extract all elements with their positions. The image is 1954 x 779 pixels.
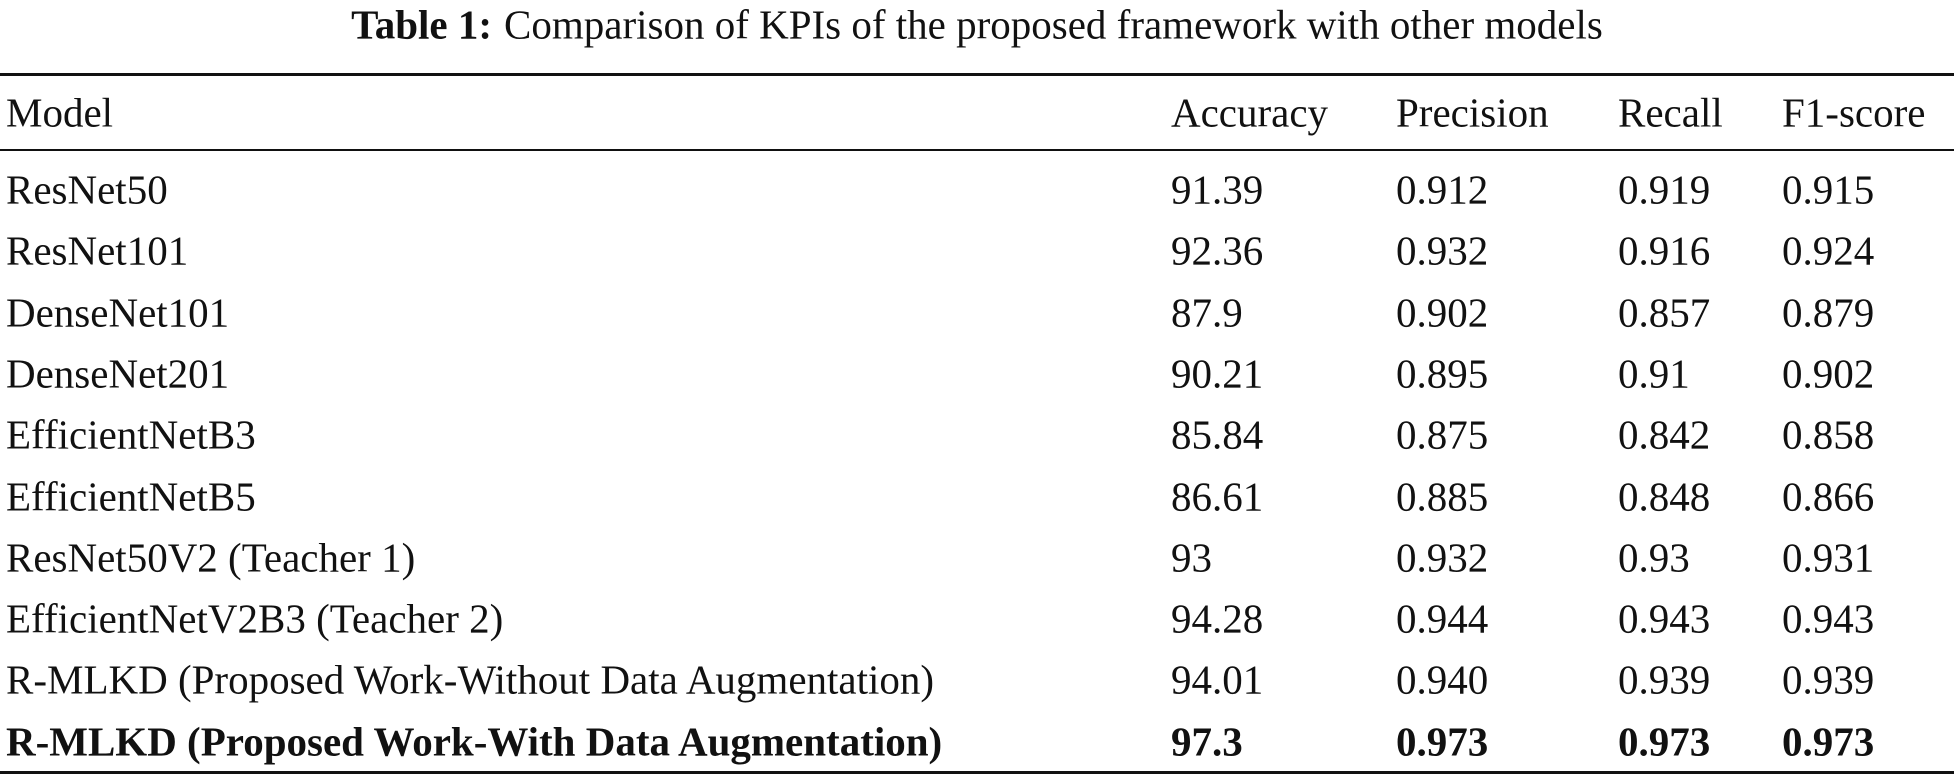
metric-cell: 92.36 <box>1171 227 1264 274</box>
model-name: ResNet50V2 (Teacher 1) <box>6 534 416 581</box>
model-name: R-MLKD (Proposed Work-With Data Augmenta… <box>6 718 943 765</box>
metric-cell: 0.857 <box>1618 289 1711 336</box>
header-cell: Precision <box>1396 89 1549 136</box>
metric-cell: 0.932 <box>1396 534 1489 581</box>
model-name: R-MLKD (Proposed Work-Without Data Augme… <box>6 656 935 703</box>
metric-cell: 0.93 <box>1618 534 1690 581</box>
metric-cell: 0.895 <box>1396 350 1489 397</box>
model-name: DenseNet201 <box>6 350 230 397</box>
metric-cell: 0.924 <box>1782 227 1875 274</box>
metric-cell: 93 <box>1171 534 1212 581</box>
metric-cell: 0.943 <box>1618 595 1711 642</box>
metric-cell: 0.885 <box>1396 473 1489 519</box>
metric-cell: 97.3 <box>1171 718 1243 765</box>
metric-cell: 0.919 <box>1618 166 1711 213</box>
model-name: ResNet50 <box>6 166 168 213</box>
metric-cell: 0.866 <box>1782 473 1875 519</box>
model-name: EfficientNetV2B3 (Teacher 2) <box>6 595 504 642</box>
top-rule <box>0 73 1954 76</box>
metric-cell: 0.939 <box>1782 656 1875 703</box>
caption-text: Comparison of KPIs of the proposed frame… <box>504 1 1603 48</box>
caption-label: Table 1: <box>351 1 493 48</box>
metric-cell: 0.940 <box>1396 656 1489 703</box>
metric-cell: 0.973 <box>1782 718 1875 765</box>
metric-cell: 90.21 <box>1171 350 1264 397</box>
header-rule <box>0 149 1954 151</box>
metric-cell: 0.944 <box>1396 595 1489 642</box>
model-name: DenseNet101 <box>6 289 230 336</box>
header-cell: F1-score <box>1782 89 1926 136</box>
metric-cell: 91.39 <box>1171 166 1264 213</box>
metric-cell: 0.943 <box>1782 595 1875 642</box>
model-name: ResNet101 <box>6 227 189 274</box>
metric-cell: 0.902 <box>1396 289 1489 336</box>
metric-cell: 0.879 <box>1782 289 1875 336</box>
metric-cell: 0.858 <box>1782 411 1875 458</box>
metric-cell: 0.875 <box>1396 411 1489 458</box>
metric-cell: 0.902 <box>1782 350 1875 397</box>
metric-cell: 0.932 <box>1396 227 1489 274</box>
metric-cell: 94.28 <box>1171 595 1264 642</box>
metric-cell: 0.912 <box>1396 166 1489 213</box>
metric-cell: 0.973 <box>1396 718 1489 765</box>
header-cell: Recall <box>1618 89 1723 136</box>
bottom-rule <box>0 771 1954 774</box>
metric-cell: 0.91 <box>1618 350 1690 397</box>
metric-cell: 0.848 <box>1618 473 1711 519</box>
metric-cell: 0.842 <box>1618 411 1711 458</box>
model-name: EfficientNetB5 <box>6 473 256 519</box>
metric-cell: 94.01 <box>1171 656 1264 703</box>
header-cell: Accuracy <box>1171 89 1329 136</box>
metric-cell: 85.84 <box>1171 411 1264 458</box>
metric-cell: 86.61 <box>1171 473 1264 519</box>
metric-cell: 0.916 <box>1618 227 1711 274</box>
metric-cell: 0.973 <box>1618 718 1711 765</box>
metric-cell: 87.9 <box>1171 289 1243 336</box>
table-caption: Table 1: Comparison of KPIs of the propos… <box>0 1 1954 48</box>
model-name: EfficientNetB3 <box>6 411 256 458</box>
header-cell: Model <box>6 89 114 136</box>
metric-cell: 0.915 <box>1782 166 1875 213</box>
metric-cell: 0.931 <box>1782 534 1875 581</box>
metric-cell: 0.939 <box>1618 656 1711 703</box>
